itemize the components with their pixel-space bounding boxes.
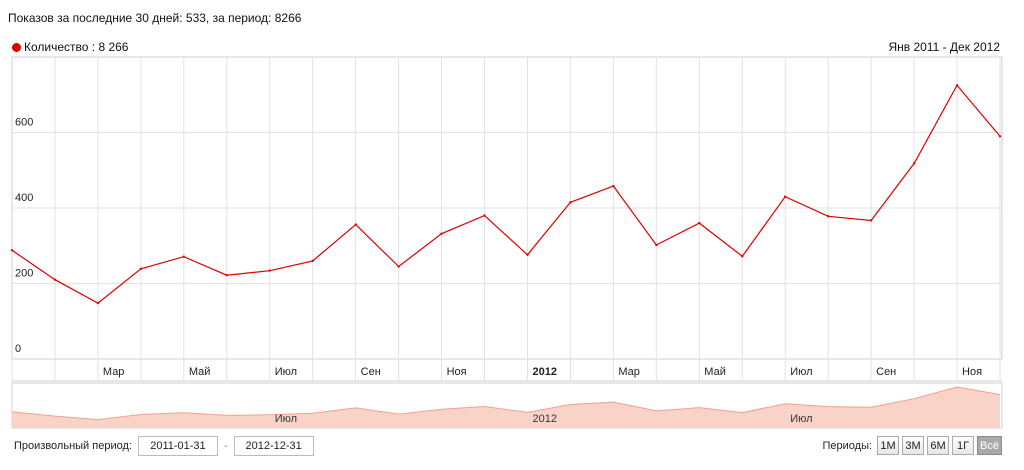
data-point bbox=[440, 232, 443, 235]
navigator-label: Июл bbox=[275, 413, 297, 425]
end-date-input[interactable]: 2012-12-31 bbox=[233, 436, 314, 456]
period-button-all[interactable]: Всё bbox=[977, 436, 1002, 455]
navigator: Июл 2012 Июл bbox=[11, 382, 1003, 429]
x-tick-label: Май bbox=[189, 366, 211, 378]
data-point bbox=[354, 223, 357, 226]
start-date-input[interactable]: 2011-01-31 bbox=[137, 436, 218, 456]
date-range-label: Янв 2011 - Дек 2012 bbox=[888, 40, 1000, 54]
summary-text: Показов за последние 30 дней: 533, за пе… bbox=[8, 11, 302, 25]
data-point bbox=[955, 84, 959, 87]
data-point bbox=[139, 267, 143, 270]
data-point bbox=[655, 243, 658, 247]
legend[interactable]: Количество : 8 266 bbox=[12, 40, 128, 54]
data-point bbox=[912, 162, 916, 165]
x-tick-label: Июл bbox=[790, 366, 812, 378]
x-tick-label: Мар bbox=[103, 366, 125, 378]
data-point bbox=[10, 249, 14, 252]
x-tick-label: 2012 bbox=[532, 366, 556, 378]
x-tick-label: Мар bbox=[618, 366, 640, 378]
navigator-line bbox=[11, 386, 1001, 421]
custom-period: Произвольный период: 2011-01-31 - 2012-1… bbox=[14, 436, 314, 456]
data-point bbox=[225, 273, 228, 277]
data-point bbox=[869, 219, 873, 222]
data-point bbox=[784, 195, 787, 198]
x-axis-ticks: Мар Май Июл Сен Ноя 2012 Мар Май Июл Сен Ноя bbox=[103, 366, 982, 378]
legend-label: Количество : 8 266 bbox=[24, 40, 129, 54]
series-line bbox=[11, 84, 1001, 304]
data-point bbox=[698, 221, 701, 225]
chart-grid bbox=[11, 56, 1003, 382]
periods-label: Периоды: bbox=[822, 439, 873, 452]
navigator-label: 2012 bbox=[532, 413, 556, 425]
custom-period-label: Произвольный период: bbox=[14, 440, 132, 452]
data-point bbox=[311, 259, 314, 263]
navigator-area bbox=[12, 387, 1000, 428]
x-tick-label: Июл bbox=[275, 366, 297, 378]
legend-marker bbox=[12, 42, 21, 52]
data-point bbox=[826, 215, 830, 218]
data-point bbox=[53, 278, 57, 281]
data-point bbox=[182, 255, 186, 258]
y-tick-label: 0 bbox=[15, 343, 21, 355]
y-tick-label: 600 bbox=[15, 117, 33, 129]
period-selector: Периоды: 1M 3M 6M 1Г Всё bbox=[822, 436, 1002, 455]
x-tick-label: Ноя bbox=[962, 366, 982, 378]
data-point bbox=[998, 135, 1002, 138]
data-point bbox=[741, 255, 744, 258]
x-tick-label: Ноя bbox=[447, 366, 467, 378]
x-tick-label: Сен bbox=[876, 366, 896, 378]
data-point bbox=[268, 269, 271, 272]
data-point bbox=[526, 253, 529, 257]
date-separator: - bbox=[223, 440, 228, 452]
data-point bbox=[397, 265, 400, 268]
period-button-3m[interactable]: 3M bbox=[902, 436, 925, 455]
period-button-1m[interactable]: 1M bbox=[877, 436, 900, 455]
y-axis-ticks: 0 200 400 600 bbox=[15, 117, 33, 356]
data-point bbox=[612, 184, 615, 188]
data-point bbox=[483, 214, 486, 217]
period-button-6m[interactable]: 6M bbox=[927, 436, 950, 455]
data-point bbox=[569, 201, 572, 204]
period-button-1y[interactable]: 1Г bbox=[952, 436, 975, 455]
data-point bbox=[96, 301, 100, 305]
y-tick-label: 200 bbox=[15, 268, 33, 280]
series-layer bbox=[10, 84, 1002, 305]
y-tick-label: 400 bbox=[15, 192, 33, 204]
navigator-label: Июл bbox=[790, 413, 812, 425]
x-tick-label: Май bbox=[704, 366, 726, 378]
x-tick-label: Сен bbox=[361, 366, 381, 378]
